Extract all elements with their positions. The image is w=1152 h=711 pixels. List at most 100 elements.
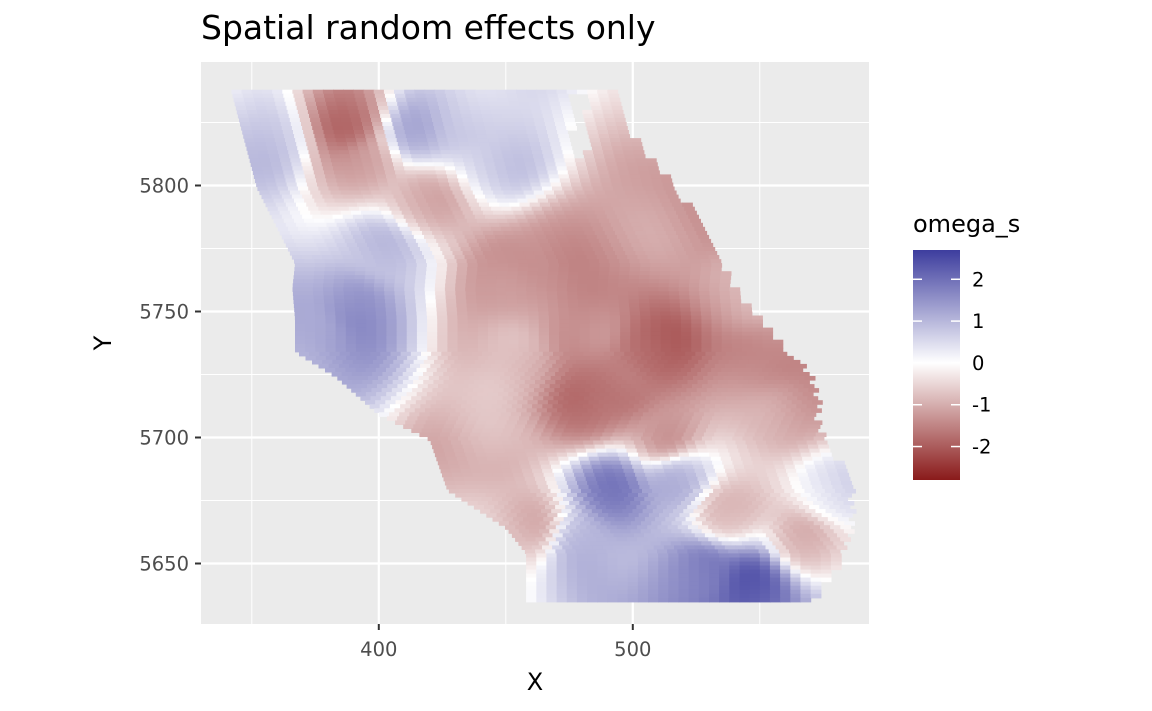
heat-cell [380,113,391,119]
heat-cell [488,347,499,353]
heat-cell [696,472,707,478]
heat-cell [657,537,669,542]
heat-cell [546,166,558,171]
heat-cell [555,537,567,542]
heat-cell [619,303,630,308]
heat-cell [660,307,671,313]
heat-cell [293,295,304,300]
heat-cell [300,230,311,236]
heat-cell [508,529,520,534]
heat-cell [465,279,477,284]
heat-cell [620,335,631,341]
heat-cell [754,432,766,438]
heat-cell [429,412,441,417]
heat-cell [377,202,389,208]
heat-cell [630,323,641,329]
heat-cell [405,303,417,308]
heat-cell [833,541,845,546]
heat-cell [681,355,693,361]
heat-cell [738,537,750,542]
heat-cell [287,146,298,151]
heat-cell [441,396,453,401]
heat-cell [519,416,530,421]
heat-cell [524,122,536,127]
heat-cell [640,331,652,337]
heat-cell [562,363,574,369]
heat-cell [574,251,586,256]
heat-cell [513,230,525,236]
heat-cell [589,501,601,506]
heat-cell [679,408,690,413]
heat-cell [576,573,588,579]
heat-cell [416,347,428,353]
heat-cell [587,569,598,575]
heat-cell [416,307,427,313]
heat-cell [769,565,781,571]
heat-cell [480,432,492,438]
heat-cell [341,158,352,163]
heat-cell [609,174,621,179]
heat-cell [738,424,750,429]
heat-cell [734,509,745,514]
heat-cell [709,581,720,587]
heat-cell [777,388,789,393]
heat-cell [813,541,824,546]
heat-cell [481,351,493,357]
heat-cell [659,456,671,462]
heat-cell [468,101,480,107]
heat-cell [312,359,323,365]
heat-cell [785,432,796,438]
heat-cell [494,448,506,454]
heat-cell [654,497,666,502]
heat-cell [607,577,619,583]
heat-cell [427,327,438,333]
heat-cell [697,424,709,429]
heat-cell [548,307,559,313]
heat-cell [692,384,703,389]
heat-cell [523,428,534,433]
heat-cell [624,351,635,357]
heat-cell [680,238,691,244]
heat-cell [703,432,715,438]
heat-cell [467,323,479,329]
heat-cell [699,420,711,425]
heat-cell [599,367,611,373]
heat-cell [590,384,602,389]
heat-cell [289,154,300,159]
heat-cell [586,525,598,530]
heat-cell [384,283,395,288]
heat-cell [485,194,496,200]
heat-cell [610,178,622,183]
heat-cell [334,307,346,313]
heat-cell [627,359,638,365]
heat-cell [363,166,375,171]
heat-cell [752,343,763,349]
heat-cell [514,372,526,377]
heat-cell [486,299,498,304]
heat-cell [665,472,677,478]
heat-cell [669,513,680,518]
heat-cell [675,472,687,478]
heat-cell [568,259,580,264]
heat-cell [659,484,671,490]
heat-cell [566,577,578,583]
heat-cell [354,303,366,308]
heat-cell [498,343,509,349]
heat-cell [468,436,479,442]
heat-cell [517,267,529,272]
heat-cell [633,533,645,538]
heat-cell [820,565,832,571]
heat-cell [711,319,723,325]
heat-cell [467,138,479,143]
heat-cell [459,464,471,470]
heat-cell [543,230,555,236]
heat-cell [363,194,374,200]
heat-cell [752,319,763,325]
heat-cell [399,226,411,232]
heat-cell [776,440,787,446]
heat-cell [582,109,594,115]
heat-cell [809,424,821,429]
heat-cell [560,242,571,248]
heat-cell [589,267,600,272]
heat-cell [581,488,592,494]
